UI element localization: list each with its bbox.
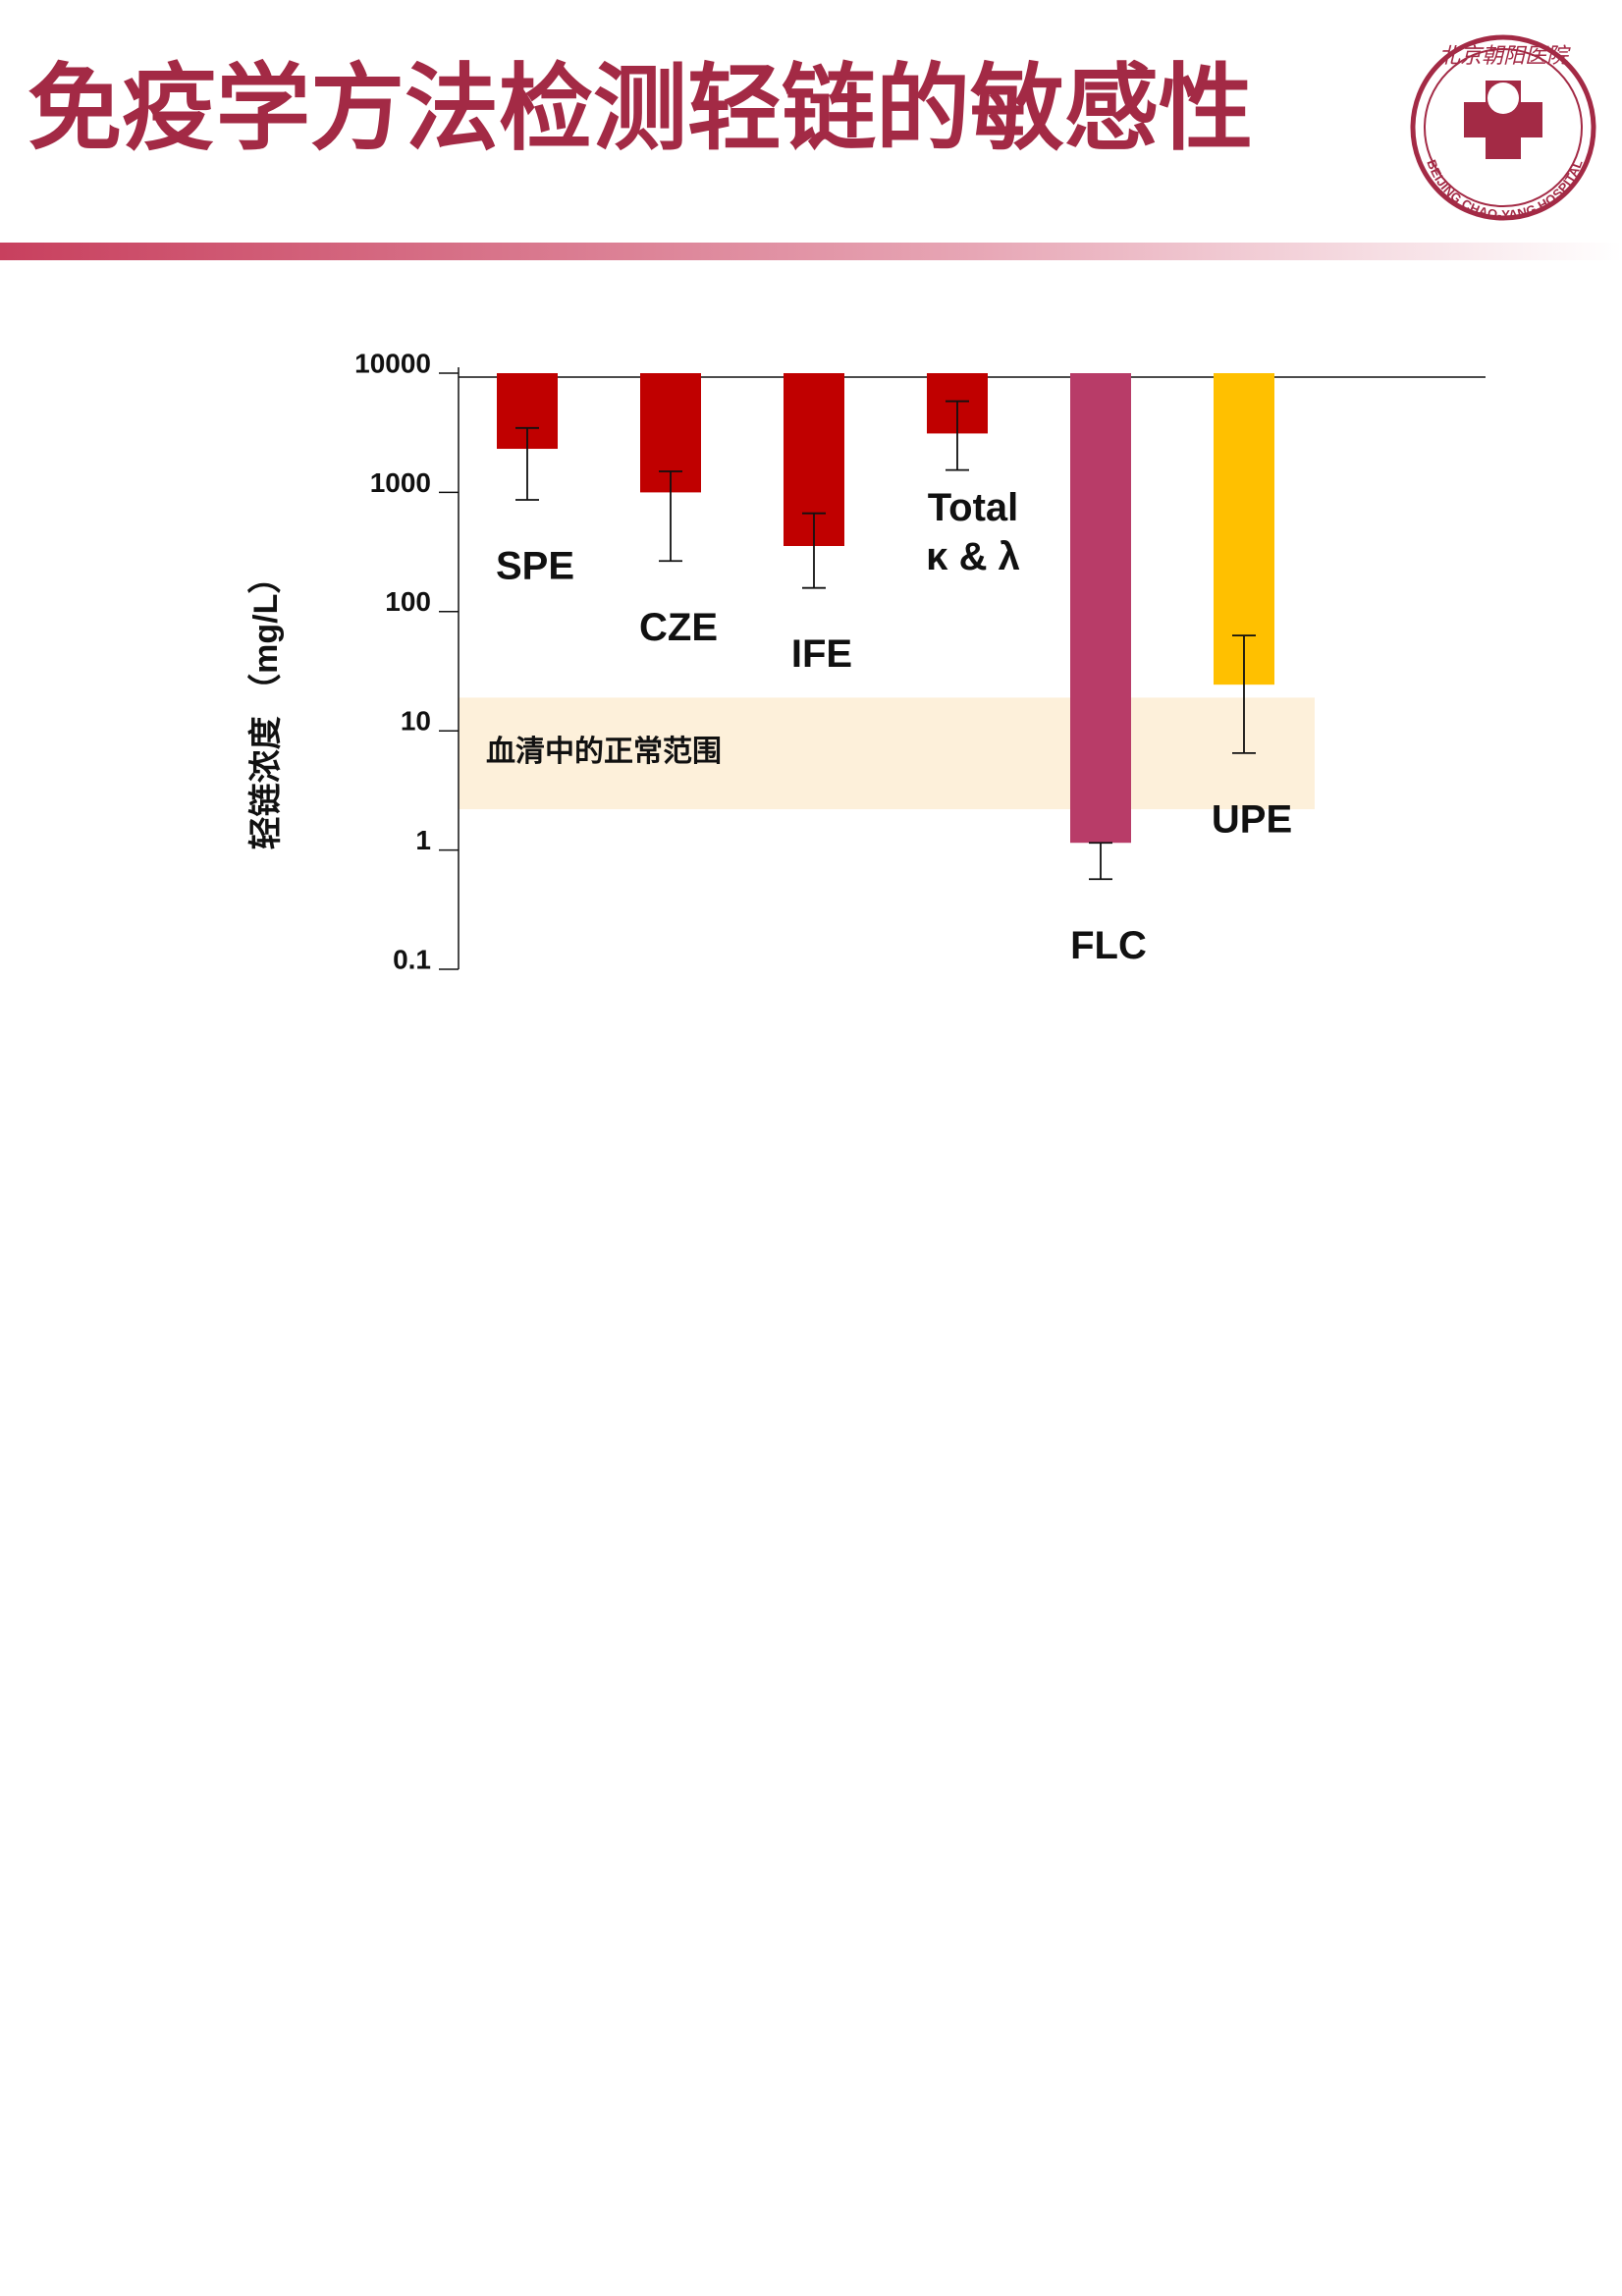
bar — [1070, 373, 1131, 844]
category-label: IFE — [791, 632, 852, 676]
error-bar — [659, 470, 682, 563]
title-rule — [0, 243, 1622, 260]
category-label: FLC — [1070, 924, 1147, 967]
error-bar — [1232, 634, 1256, 754]
y-tick-label: 10000 — [354, 348, 431, 378]
page-title: 免疫学方法检测轻链的敏感性 — [27, 56, 1253, 161]
error-bar — [946, 400, 969, 471]
bar — [1214, 373, 1274, 685]
error-bar — [515, 426, 539, 501]
logo-text-path: BEIJING CHAO-YANG HOSPITAL — [1424, 158, 1586, 223]
logo-name: 北京朝阳医院 — [1438, 43, 1571, 68]
y-tick-label: 10 — [401, 706, 431, 737]
normal-range-label: 血清中的正常范围 — [486, 736, 722, 768]
category-label: Total — [928, 486, 1019, 529]
normal-range-band — [459, 697, 1315, 810]
y-tick-label: 1 — [415, 825, 431, 855]
error-bar — [802, 512, 826, 589]
category-label: SPE — [496, 545, 574, 588]
logo-text: BEIJING CHAO-YANG HOSPITAL — [1424, 158, 1586, 223]
logo: BEIJING CHAO-YANG HOSPITAL 北京朝阳医院 — [1410, 34, 1596, 223]
y-tick-label: 1000 — [370, 467, 431, 498]
category-label: CZE — [639, 606, 718, 649]
y-axis-label: 轻链浓度 （mg/L） — [246, 561, 285, 850]
y-tick-label: 0.1 — [393, 944, 431, 974]
chart: 血清中的正常范围 10000 1000 100 10 1 0.1 轻链浓度 （mg/L） SPE… — [246, 348, 1486, 974]
category-label: κ & λ — [926, 535, 1020, 578]
category-label: UPE — [1212, 797, 1292, 841]
y-tick-label: 100 — [385, 586, 431, 617]
error-bar — [1089, 842, 1112, 881]
